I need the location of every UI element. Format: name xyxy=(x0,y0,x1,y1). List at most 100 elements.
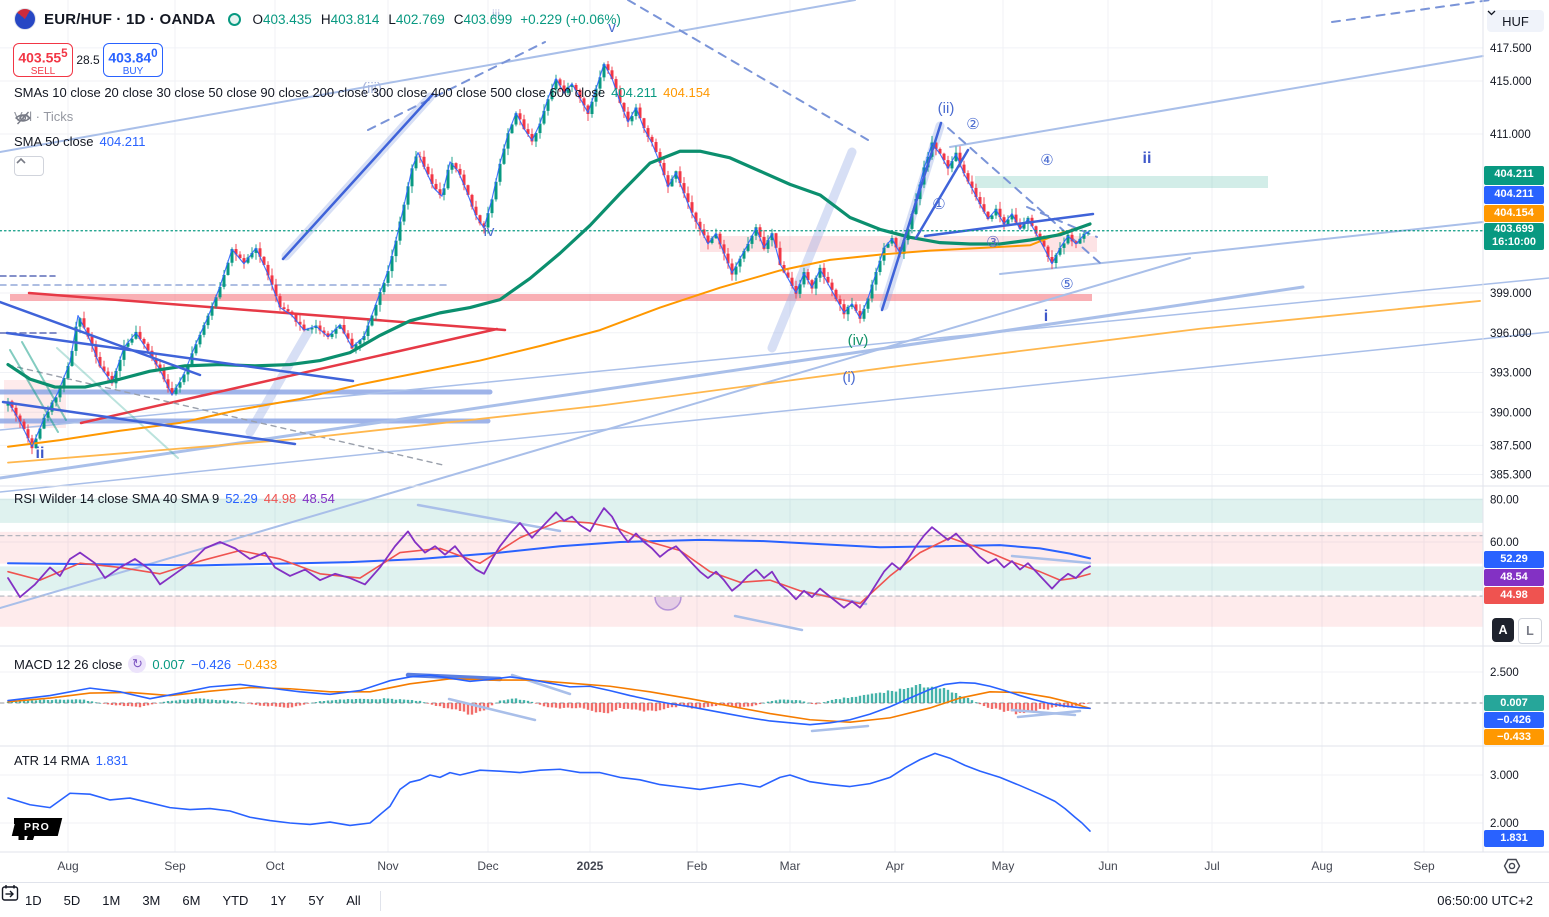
svg-text:417.500: 417.500 xyxy=(1490,43,1532,55)
svg-text:Aug: Aug xyxy=(1311,859,1332,873)
volume-label: Vol · Ticks xyxy=(14,109,74,124)
svg-text:390.000: 390.000 xyxy=(1490,407,1532,419)
macd-value-3: −0.433 xyxy=(237,656,278,672)
svg-text:Apr: Apr xyxy=(886,859,905,873)
svg-text:399.000: 399.000 xyxy=(1490,288,1532,300)
pro-badge: PRO xyxy=(11,818,63,836)
svg-text:④: ④ xyxy=(1040,152,1053,169)
sell-label: SELL xyxy=(30,65,56,77)
smas-value-2: 404.154 xyxy=(663,85,711,100)
calendar-icon xyxy=(1,885,19,901)
range-button-6m[interactable]: 6M xyxy=(182,893,201,908)
range-button-5d[interactable]: 5D xyxy=(63,893,81,908)
svg-text:ii: ii xyxy=(36,445,45,462)
svg-text:385.300: 385.300 xyxy=(1490,470,1532,482)
atr-pane-layer xyxy=(7,752,1091,832)
range-button-5y[interactable]: 5Y xyxy=(308,893,325,908)
rsi-value-2: 44.98 xyxy=(263,491,297,506)
market-status-icon[interactable] xyxy=(227,12,241,26)
sma50-legend[interactable]: SMA 50 close 404.211 xyxy=(14,134,146,149)
sma50-label: SMA 50 close xyxy=(14,134,94,149)
buy-price-sup: 0 xyxy=(151,47,158,60)
svg-text:411.000: 411.000 xyxy=(1490,129,1531,141)
svg-text:May: May xyxy=(992,859,1015,873)
svg-text:2.500: 2.500 xyxy=(1490,667,1519,679)
trade-panel: 403.555 SELL 28.5 403.840 BUY xyxy=(13,43,163,77)
svg-text:v: v xyxy=(608,19,616,36)
svg-text:393.000: 393.000 xyxy=(1490,368,1532,380)
collapse-legend-button[interactable] xyxy=(14,156,44,176)
svg-text:Aug: Aug xyxy=(57,859,78,873)
volume-legend[interactable]: Vol · Ticks xyxy=(14,109,79,125)
high-label: H xyxy=(320,11,331,27)
macd-pane-layer xyxy=(0,672,1484,733)
auto-scale-button[interactable]: A xyxy=(1492,618,1514,642)
atr-legend[interactable]: ATR 14 RMA 1.831 xyxy=(14,753,128,768)
svg-text:Oct: Oct xyxy=(266,859,285,873)
range-button-1d[interactable]: 1D xyxy=(25,893,42,908)
macd-value-1: 0.007 xyxy=(152,656,185,672)
svg-text:2.000: 2.000 xyxy=(1490,818,1519,830)
rsi-pane-layer xyxy=(0,503,1484,632)
atr-value: 1.831 xyxy=(95,753,129,768)
symbol-icon[interactable] xyxy=(14,8,36,30)
sell-price-sup: 5 xyxy=(61,47,68,60)
sma50-value: 404.211 xyxy=(99,134,146,149)
svg-text:396.000: 396.000 xyxy=(1490,328,1532,340)
svg-text:Jun: Jun xyxy=(1098,859,1117,873)
svg-text:(ii): (ii) xyxy=(938,100,955,117)
svg-text:80.00: 80.00 xyxy=(1490,495,1519,507)
low-label: L xyxy=(388,11,396,27)
svg-text:Jul: Jul xyxy=(1204,859,1219,873)
clock-label[interactable]: 06:50:00 UTC+2 xyxy=(1437,893,1533,908)
range-buttons: 1D 5D 1M 3M 6M YTD 1Y 5Y All xyxy=(16,889,370,912)
range-button-1y[interactable]: 1Y xyxy=(270,893,287,908)
grid-layer xyxy=(0,0,1484,853)
dividers-layer xyxy=(0,0,1549,853)
sell-button[interactable]: 403.555 SELL xyxy=(13,43,73,77)
range-button-1m[interactable]: 1M xyxy=(102,893,121,908)
log-scale-button[interactable]: L xyxy=(1518,618,1542,644)
steep-trendlines-layer xyxy=(0,92,1095,446)
change-value: +0.229 (+0.06%) xyxy=(520,11,621,27)
range-button-ytd[interactable]: YTD xyxy=(222,893,249,908)
chevron-up-icon xyxy=(16,157,26,164)
bottom-toolbar: 1D 5D 1M 3M 6M YTD 1Y 5Y All 06:50:00 UTC+2 xyxy=(0,882,1549,917)
smas-legend[interactable]: SMAs 10 close 20 close 30 close 50 close… xyxy=(14,85,710,100)
buy-button[interactable]: 403.840 BUY xyxy=(103,43,163,77)
spread-value: 28.5 xyxy=(76,53,100,67)
svg-text:2025: 2025 xyxy=(577,859,604,873)
rsi-legend[interactable]: RSI Wilder 14 close SMA 40 SMA 9 52.29 4… xyxy=(14,491,335,506)
candles-layer xyxy=(6,60,1090,455)
svg-text:Mar: Mar xyxy=(780,859,801,873)
svg-text:Feb: Feb xyxy=(687,859,708,873)
currency-chevron-icon xyxy=(1487,10,1496,16)
tradingview-logo[interactable]: PRO xyxy=(11,818,63,840)
close-value: 403.699 xyxy=(463,11,513,27)
rsi-label: RSI Wilder 14 close SMA 40 SMA 9 xyxy=(14,491,220,506)
buy-label: BUY xyxy=(122,65,144,77)
svg-text:①: ① xyxy=(932,196,945,213)
range-button-3m[interactable]: 3M xyxy=(142,893,161,908)
atr-label: ATR 14 RMA xyxy=(14,753,90,768)
close-label: C xyxy=(453,11,464,27)
symbol-title[interactable]: EUR/HUF · 1D · OANDA xyxy=(44,10,216,28)
toolbar-divider xyxy=(379,890,381,911)
chart-canvas[interactable]: ii(iii)iiiviv(i)(iv)(ii)②①③④⑤iii417.5004… xyxy=(0,0,1549,882)
svg-text:415.000: 415.000 xyxy=(1490,76,1532,88)
svg-text:③: ③ xyxy=(986,234,999,251)
svg-text:387.500: 387.500 xyxy=(1490,440,1532,452)
macd-legend[interactable]: MACD 12 26 close ↻ 0.007 −0.426 −0.433 xyxy=(14,655,277,673)
range-button-all[interactable]: All xyxy=(346,893,361,908)
refresh-icon[interactable]: ↻ xyxy=(128,655,147,673)
currency-label: HUF xyxy=(1502,13,1529,29)
svg-text:②: ② xyxy=(966,116,979,133)
currency-selector[interactable]: HUF xyxy=(1487,10,1544,32)
svg-text:Dec: Dec xyxy=(477,859,498,873)
symbol-header: EUR/HUF · 1D · OANDA O403.435 H403.814 L… xyxy=(14,8,621,30)
svg-text:(i): (i) xyxy=(842,369,855,386)
macd-value-2: −0.426 xyxy=(190,656,232,672)
open-value: 403.435 xyxy=(263,11,312,27)
